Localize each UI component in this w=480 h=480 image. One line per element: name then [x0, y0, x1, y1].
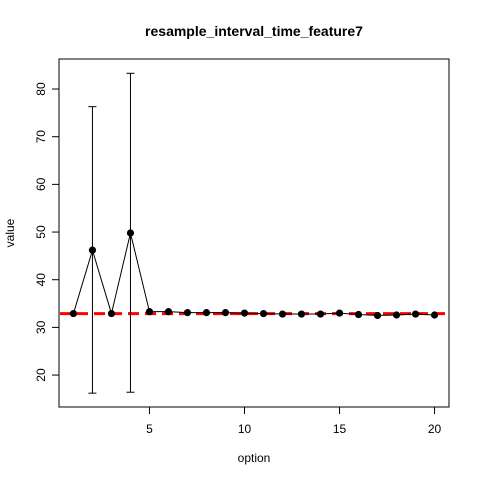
data-point [278, 310, 287, 318]
data-points [69, 229, 439, 320]
series-line-layer [72, 232, 435, 316]
y-tick-label: 20 [34, 368, 48, 382]
data-point [297, 310, 306, 318]
data-point [392, 311, 401, 319]
data-point [145, 308, 154, 316]
data-point [88, 246, 97, 254]
x-tick-label: 15 [333, 422, 347, 436]
data-point [240, 309, 249, 317]
data-point [164, 308, 173, 316]
y-axis: 20 30 40 50 60 70 80 [34, 82, 59, 382]
data-point [107, 309, 116, 318]
y-tick-label: 30 [34, 320, 48, 334]
series-line [72, 232, 435, 316]
data-point [430, 311, 439, 319]
data-point [335, 309, 344, 317]
data-point [354, 310, 363, 319]
data-point [183, 309, 192, 317]
y-axis-label: value [3, 218, 17, 247]
data-point [373, 311, 382, 320]
data-point [259, 309, 268, 318]
y-tick-label: 50 [34, 225, 48, 239]
data-point [411, 310, 420, 318]
data-point [202, 309, 211, 317]
x-tick-label: 5 [146, 422, 153, 436]
x-axis: 5 10 15 20 [146, 407, 442, 436]
plot-frame [58, 58, 450, 408]
y-tick-label: 70 [34, 130, 48, 144]
y-tick-label: 80 [34, 82, 48, 96]
y-tick-label: 60 [34, 177, 48, 191]
y-tick-label: 40 [34, 273, 48, 287]
chart-title: resample_interval_time_feature7 [145, 23, 363, 39]
data-point [221, 309, 230, 317]
x-tick-label: 10 [238, 422, 252, 436]
data-point [316, 310, 325, 318]
x-axis-label: option [238, 451, 271, 465]
x-tick-label: 20 [428, 422, 442, 436]
data-point [69, 309, 78, 318]
data-point [126, 229, 135, 237]
